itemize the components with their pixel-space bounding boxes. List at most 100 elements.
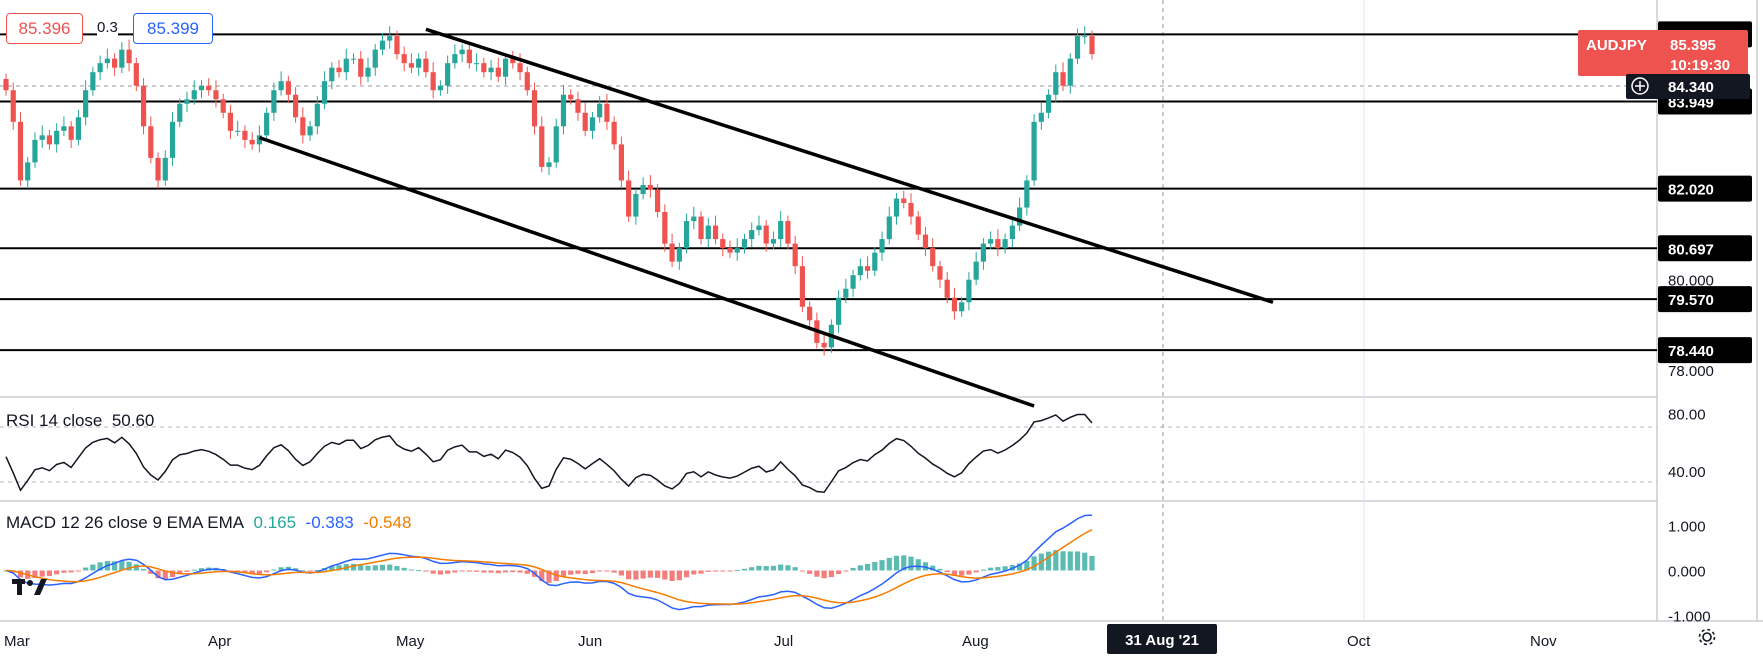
candle xyxy=(155,152,161,189)
candle xyxy=(582,102,588,137)
candle xyxy=(734,238,740,261)
candle xyxy=(401,46,407,72)
trendline[interactable] xyxy=(425,27,1274,304)
macd-histogram-bar xyxy=(83,567,89,571)
trendline[interactable] xyxy=(258,135,1035,408)
date-cursor-text: 31 Aug '21 xyxy=(1125,632,1199,649)
tradingview-logo-icon[interactable] xyxy=(12,575,48,602)
macd-histogram-bar xyxy=(778,564,784,571)
level-price-label xyxy=(1658,286,1752,313)
candle xyxy=(387,26,393,49)
macd-histogram-bar xyxy=(807,570,813,574)
time-tick-label: Mar xyxy=(4,633,30,650)
candle xyxy=(568,89,574,105)
macd-histogram-bar xyxy=(966,570,972,575)
candle xyxy=(864,256,871,279)
settings-gear-icon[interactable] xyxy=(1696,626,1718,653)
macd-histogram-bar xyxy=(423,570,429,572)
candle xyxy=(539,116,545,173)
date-cursor-label: 31 Aug '21 xyxy=(1107,624,1217,654)
macd-histogram-bar xyxy=(264,570,270,573)
candle xyxy=(1060,62,1066,92)
candle xyxy=(930,238,936,272)
crosshair-price-label[interactable]: 84.340 xyxy=(1626,74,1750,99)
macd-histogram-bar xyxy=(162,570,168,580)
crosshair-plus-icon[interactable] xyxy=(1631,77,1649,95)
candle xyxy=(836,290,842,333)
macd-histogram-bar xyxy=(922,562,929,571)
macd-histogram-bar xyxy=(575,570,581,574)
macd-histogram-bar xyxy=(915,559,921,571)
rsi-legend[interactable]: RSI 14 close 50.60 xyxy=(6,411,154,431)
macd-histogram-bar xyxy=(372,565,378,571)
macd-histogram-bar xyxy=(350,563,357,571)
price-axis[interactable]: 85.43883.94982.02080.69779.57078.44080.0… xyxy=(1658,21,1752,626)
candle xyxy=(235,120,241,137)
candle xyxy=(908,193,914,225)
macd-histogram-bar xyxy=(604,570,610,572)
macd-histogram-bar xyxy=(445,570,451,574)
candle xyxy=(10,82,16,130)
candle xyxy=(720,233,726,257)
macd-histogram-bar xyxy=(930,565,936,571)
macd-histogram-bar xyxy=(1074,551,1081,571)
time-axis[interactable]: Mar Apr May Jun Jul Aug Oct Nov xyxy=(4,633,1557,650)
macd-histogram-bar xyxy=(951,570,958,575)
candle xyxy=(112,53,118,76)
candle xyxy=(249,132,255,150)
macd-histogram-bar xyxy=(271,569,277,571)
macd-histogram-bar xyxy=(662,570,668,580)
level-price-text: 80.697 xyxy=(1668,241,1714,258)
macd-histogram-bar xyxy=(524,570,530,574)
candle xyxy=(980,238,986,270)
macd-line xyxy=(5,514,1093,611)
macd-histogram-bar xyxy=(741,568,748,571)
macd-histogram-bar xyxy=(401,567,407,571)
candle xyxy=(988,231,994,250)
rsi-tick-label: 80.00 xyxy=(1668,406,1706,423)
candle xyxy=(597,96,603,123)
macd-histogram-bar xyxy=(814,570,820,577)
macd-histogram-bar xyxy=(647,570,653,578)
macd-histogram-bar xyxy=(893,555,900,571)
macd-histogram-bar xyxy=(763,566,769,571)
macd-histogram-value: 0.165 xyxy=(253,513,297,532)
macd-histogram-bar xyxy=(466,570,472,572)
time-tick-label: Apr xyxy=(208,633,231,650)
macd-legend[interactable]: MACD 12 26 close 9 EMA EMA 0.165 -0.383 … xyxy=(6,513,411,533)
candle xyxy=(126,39,132,72)
trendlines-layer[interactable] xyxy=(258,27,1274,408)
candle xyxy=(901,190,907,209)
macd-histogram-bar xyxy=(879,560,885,571)
macd-layer xyxy=(3,514,1095,611)
candle xyxy=(915,211,921,241)
macd-signal-line xyxy=(5,529,1093,605)
candle xyxy=(162,150,168,186)
candle xyxy=(97,55,103,81)
macd-histogram-bar xyxy=(1031,556,1037,571)
candle xyxy=(372,44,378,76)
macd-histogram-bar xyxy=(1024,561,1030,571)
candle xyxy=(778,211,784,248)
macd-histogram-bar xyxy=(32,570,38,578)
macd-histogram-bar xyxy=(329,565,335,571)
candle xyxy=(1074,28,1081,65)
bid-price-box[interactable]: 85.396 xyxy=(6,13,83,44)
macd-histogram-bar xyxy=(546,570,552,583)
candle xyxy=(140,78,147,135)
candle xyxy=(995,229,1001,257)
ask-price-box[interactable]: 85.399 xyxy=(133,13,213,44)
macd-histogram-bar xyxy=(973,570,979,573)
macd-histogram-bar xyxy=(727,570,733,572)
macd-histogram-bar xyxy=(618,570,624,576)
macd-histogram-bar xyxy=(17,570,24,578)
macd-histogram-bar xyxy=(850,567,856,571)
candle xyxy=(466,41,472,69)
macd-histogram-bar xyxy=(633,570,639,580)
macd-histogram-bar xyxy=(126,561,132,571)
candle xyxy=(1067,53,1073,94)
candle xyxy=(452,44,458,69)
macd-histogram-bar xyxy=(90,564,96,571)
macd-histogram-bar xyxy=(836,570,842,574)
